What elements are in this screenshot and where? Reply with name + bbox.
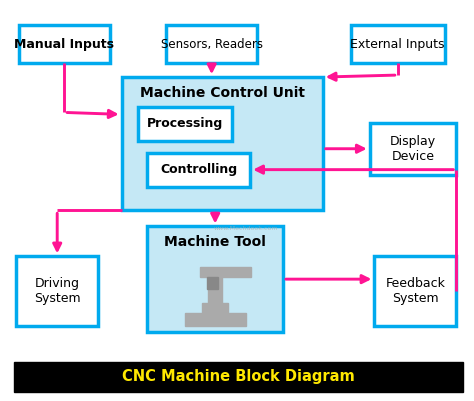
Text: External Inputs: External Inputs <box>350 38 445 51</box>
Text: Sensors, Readers: Sensors, Readers <box>161 38 263 51</box>
Text: Feedback
System: Feedback System <box>385 277 445 305</box>
Text: Manual Inputs: Manual Inputs <box>14 38 114 51</box>
Text: CNC Machine Block Diagram: CNC Machine Block Diagram <box>122 369 355 384</box>
FancyBboxPatch shape <box>147 153 250 186</box>
Text: Machine Tool: Machine Tool <box>164 235 266 249</box>
FancyBboxPatch shape <box>16 256 98 326</box>
FancyBboxPatch shape <box>14 362 463 392</box>
FancyBboxPatch shape <box>18 25 110 63</box>
FancyBboxPatch shape <box>185 313 246 326</box>
FancyBboxPatch shape <box>208 277 222 303</box>
Text: Controlling: Controlling <box>160 163 237 176</box>
FancyBboxPatch shape <box>166 25 257 63</box>
Text: www.Mechdook.com: www.Mechdook.com <box>213 226 278 231</box>
FancyBboxPatch shape <box>138 107 232 141</box>
FancyBboxPatch shape <box>200 267 251 277</box>
Text: Driving
System: Driving System <box>34 277 81 305</box>
FancyBboxPatch shape <box>121 77 323 211</box>
FancyBboxPatch shape <box>374 256 456 326</box>
Text: Processing: Processing <box>146 117 223 130</box>
Text: Display
Device: Display Device <box>390 135 436 163</box>
FancyBboxPatch shape <box>202 303 228 313</box>
FancyBboxPatch shape <box>207 277 219 289</box>
Text: Machine Control Unit: Machine Control Unit <box>140 86 305 100</box>
FancyBboxPatch shape <box>351 25 445 63</box>
FancyBboxPatch shape <box>147 227 283 332</box>
FancyBboxPatch shape <box>370 123 456 174</box>
